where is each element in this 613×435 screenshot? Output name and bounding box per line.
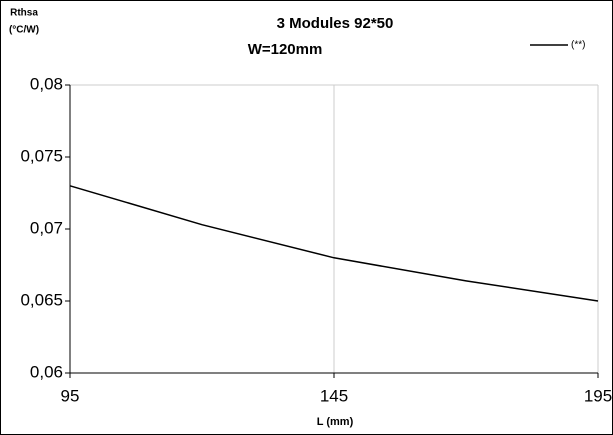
y-tick-label: 0,06 [30,362,63,381]
x-tick-label: 145 [320,386,348,405]
x-tick-label: 195 [584,386,612,405]
y-axis-label: (°C/W) [9,25,39,36]
legend-label: (**) [571,40,585,51]
y-axis-label: Rthsa [10,8,38,19]
y-tick-label: 0,07 [30,218,63,237]
x-tick-label: 95 [61,386,80,405]
y-tick-label: 0,075 [20,146,63,165]
y-tick-label: 0,08 [30,74,63,93]
x-axis-label: L (mm) [317,416,354,428]
chart-title: 3 Modules 92*50 [277,15,394,32]
data-line [69,185,599,302]
y-tick-label: 0,065 [20,290,63,309]
chart-title: W=120mm [248,41,323,58]
